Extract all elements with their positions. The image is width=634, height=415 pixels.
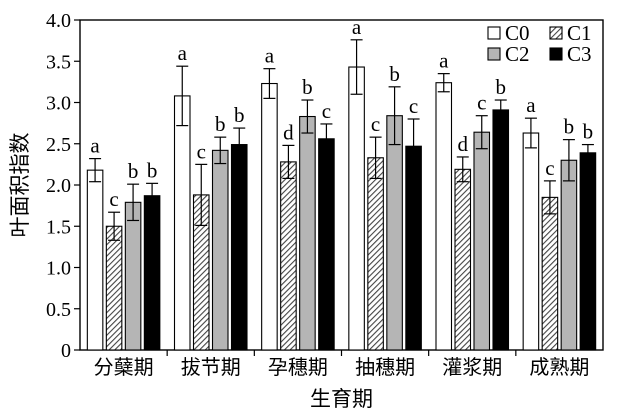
y-axis-title: 叶面积指数 <box>8 133 32 238</box>
y-tick-label: 0 <box>61 340 71 362</box>
legend-label-c0: C0 <box>505 21 530 45</box>
significance-label: a <box>178 41 188 65</box>
bar-c1 <box>367 157 384 351</box>
bar-c0 <box>435 82 453 351</box>
bar-c0 <box>86 169 104 351</box>
legend-swatch-c1 <box>549 26 563 40</box>
significance-label: c <box>109 187 118 211</box>
significance-label: a <box>352 15 362 39</box>
y-tick-label: 4.0 <box>46 10 71 32</box>
significance-label: a <box>526 93 536 117</box>
significance-label: c <box>545 156 554 180</box>
bar-c0 <box>261 82 278 351</box>
significance-label: b <box>389 62 400 86</box>
significance-label: c <box>477 91 486 115</box>
x-axis-title: 生育期 <box>310 387 373 411</box>
significance-label: b <box>302 75 313 99</box>
x-tick-label: 灌浆期 <box>442 355 502 379</box>
y-tick-label: 3.0 <box>46 93 71 115</box>
legend-swatch-c0 <box>487 26 501 40</box>
bar-c3 <box>492 109 510 351</box>
bar-c1 <box>280 161 297 351</box>
bar-c2 <box>560 159 578 351</box>
y-tick-label: 2.5 <box>46 134 71 156</box>
legend: C0 C1 C2 C3 <box>487 21 592 66</box>
bar-c0 <box>522 132 540 351</box>
significance-label: b <box>215 112 226 136</box>
bar-c3 <box>230 144 248 351</box>
bar-c2 <box>473 131 491 351</box>
y-tick-label: 1.5 <box>46 216 71 238</box>
legend-label-c3: C3 <box>567 42 592 66</box>
bar-c3 <box>405 145 422 351</box>
x-tick-label: 拔节期 <box>181 355 241 379</box>
bar-c3 <box>579 152 597 351</box>
bar-c1 <box>105 225 123 351</box>
significance-label: a <box>265 44 275 68</box>
significance-label: a <box>439 49 449 73</box>
y-tick-label: 1.0 <box>46 258 71 280</box>
bar-c1 <box>541 196 559 351</box>
significance-label: c <box>371 112 380 136</box>
bar-c0 <box>348 66 365 351</box>
legend-label-c2: C2 <box>505 42 530 66</box>
x-tick-label: 成熟期 <box>529 355 589 379</box>
significance-label: c <box>409 94 418 118</box>
x-tick-label: 抽穗期 <box>355 355 415 379</box>
significance-label: b <box>496 75 507 99</box>
significance-label: b <box>234 103 245 127</box>
bar-c2 <box>299 115 316 351</box>
significance-label: b <box>583 120 594 144</box>
x-tick-label: 分蘖期 <box>94 355 154 379</box>
legend-swatch-c2 <box>487 47 501 61</box>
y-tick-label: 3.5 <box>46 51 71 73</box>
significance-label: d <box>458 132 469 156</box>
bar-c1 <box>454 168 472 351</box>
significance-label: b <box>147 158 158 182</box>
significance-label: a <box>90 134 100 158</box>
bar-c3 <box>143 195 161 351</box>
bar-c0 <box>173 95 191 351</box>
significance-label: d <box>283 120 294 144</box>
bar-c2 <box>386 115 403 351</box>
x-tick-label: 孕穗期 <box>268 355 328 379</box>
bar-c3 <box>318 138 335 351</box>
bar-c2 <box>211 149 229 351</box>
y-tick-label: 2.0 <box>46 175 71 197</box>
y-tick-label: 0.5 <box>46 299 71 321</box>
significance-label: c <box>322 99 331 123</box>
axes: 0 0.5 1.0 1.5 2.0 2.5 3.0 3.5 4.0 分蘖期 拔节期 孕穗期 抽穗期 灌浆期… <box>46 10 604 379</box>
legend-swatch-c3 <box>549 47 563 61</box>
significance-label: b <box>128 159 139 183</box>
legend-label-c1: C1 <box>567 21 592 45</box>
significance-label: c <box>197 139 206 163</box>
significance-label: b <box>564 115 575 139</box>
bar-c2 <box>124 201 142 351</box>
